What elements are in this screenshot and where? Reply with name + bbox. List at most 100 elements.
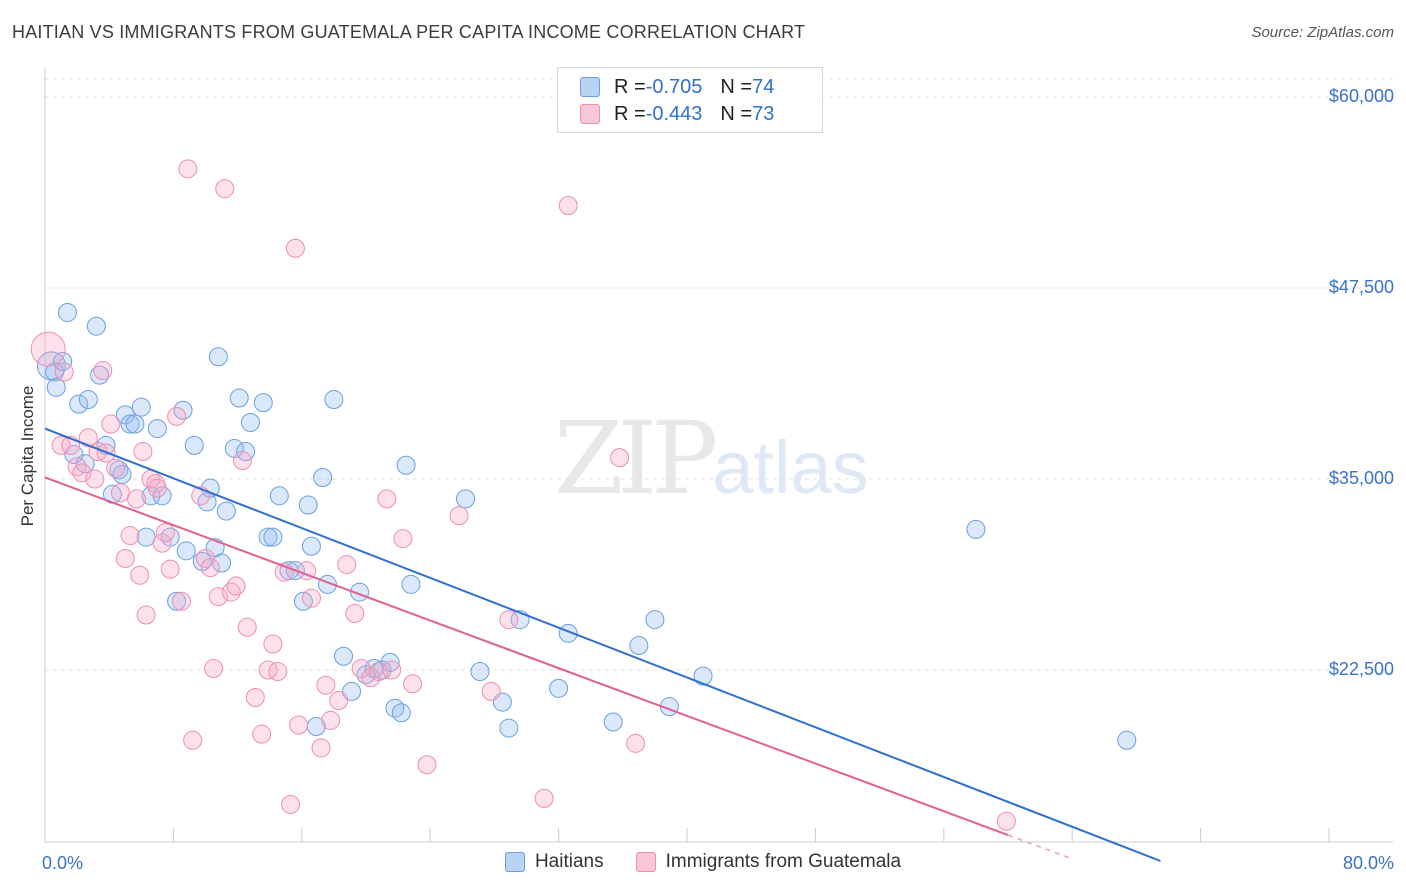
guatemala-point <box>534 788 554 808</box>
guatemala-point <box>377 489 397 509</box>
guatemala-point <box>136 605 156 625</box>
axes <box>44 68 1393 843</box>
haitians-point <box>125 414 145 434</box>
legend-item-haitians[interactable]: Haitians <box>504 851 604 873</box>
guatemala-point <box>120 526 140 546</box>
x-axis-min-label: 0.0% <box>42 853 84 873</box>
guatemala-point <box>316 675 336 695</box>
haitians-point <box>253 393 273 413</box>
guatemala-point <box>481 681 501 701</box>
guatemala-point <box>382 660 402 680</box>
haitians-point <box>131 397 151 417</box>
guatemala-point <box>289 715 309 735</box>
haitians-trend-line <box>44 427 1161 862</box>
y-tick-label: $22,500 <box>1328 659 1394 679</box>
guatemala-point <box>155 522 175 542</box>
guatemala-point <box>237 617 257 637</box>
guatemala-point <box>215 179 235 199</box>
y-axis-title: Per Capita Income <box>18 385 37 527</box>
haitians-point <box>147 419 167 439</box>
haitians-point <box>549 678 569 698</box>
haitians-point <box>120 414 140 434</box>
guatemala-point <box>281 794 301 814</box>
guatemala-point <box>208 587 228 607</box>
haitians-point <box>167 591 187 611</box>
haitians-point <box>693 666 713 686</box>
haitians-point <box>240 412 260 432</box>
haitians-point <box>212 553 232 573</box>
guatemala-point <box>160 559 180 579</box>
guatemala-point <box>626 733 646 753</box>
guatemala-point <box>152 533 172 553</box>
guatemala-point <box>252 724 272 744</box>
haitians-point <box>603 712 623 732</box>
legend-swatch-pink <box>580 104 600 124</box>
chart-source: Source: ZipAtlas.com <box>1251 24 1394 41</box>
haitians-point <box>456 489 476 509</box>
legend-n-label: N = <box>720 75 753 98</box>
legend-label-haitians: Haitians <box>534 851 604 872</box>
y-tick-label: $60,000 <box>1328 86 1394 106</box>
guatemala-point <box>996 811 1016 831</box>
haitians-point <box>966 519 986 539</box>
legend-n-value: 73 <box>752 102 775 125</box>
guatemala-point <box>245 688 265 708</box>
haitians-point <box>229 388 249 408</box>
guatemala-point <box>147 478 167 498</box>
trend-lines <box>44 427 1161 862</box>
haitians-point <box>46 377 66 397</box>
haitians-point <box>263 527 283 547</box>
y-tick-label: $47,500 <box>1328 277 1394 297</box>
guatemala-point <box>126 489 146 509</box>
haitians-point <box>1117 730 1137 750</box>
guatemala-points <box>30 159 1016 831</box>
haitians-point <box>629 636 649 656</box>
haitians-point <box>645 610 665 630</box>
legend-label-guatemala: Immigrants from Guatemala <box>665 851 902 872</box>
guatemala-point <box>499 610 519 630</box>
guatemala-point <box>85 469 105 489</box>
guatemala-point <box>78 428 98 448</box>
legend-r-value: -0.705 <box>645 75 703 98</box>
guatemala-point <box>130 565 150 585</box>
legend-row-haitians: R = -0.705 N = 74 <box>580 74 774 100</box>
haitians-point <box>208 347 228 367</box>
haitians-point <box>313 467 333 487</box>
haitians-point <box>176 541 196 561</box>
haitians-point <box>69 394 89 414</box>
x-axis-max-label: 80.0% <box>1342 853 1394 873</box>
guatemala-trend-line <box>44 476 1009 836</box>
stats-legend: R = -0.705 N = 74 R = -0.443 N = 73 <box>557 67 823 133</box>
haitians-point <box>324 390 344 410</box>
guatemala-point <box>345 603 365 623</box>
guatemala-point <box>178 159 198 179</box>
guatemala-point <box>268 662 288 682</box>
watermark-atlas: atlas <box>712 426 869 509</box>
guatemala-point <box>393 529 413 549</box>
guatemala-point <box>311 738 331 758</box>
haitians-point <box>391 703 411 723</box>
haitians-point <box>57 302 77 322</box>
watermark: ZIPatlas <box>554 400 869 517</box>
guatemala-point <box>449 506 469 526</box>
guatemala-point <box>183 730 203 750</box>
guatemala-point <box>204 658 224 678</box>
guatemala-point <box>558 195 578 215</box>
legend-swatch-blue <box>504 852 525 872</box>
haitians-point <box>136 527 156 547</box>
guatemala-point <box>110 483 130 503</box>
guatemala-point <box>263 634 283 654</box>
legend-r-label: R = <box>614 102 646 125</box>
guatemala-point <box>321 710 341 730</box>
guatemala-point <box>171 591 191 611</box>
guatemala-point <box>51 435 71 455</box>
legend-item-guatemala[interactable]: Immigrants from Guatemala <box>635 851 902 873</box>
guatemala-point <box>200 558 220 578</box>
guatemala-point <box>610 448 630 468</box>
guatemala-trend-extension <box>1007 834 1073 860</box>
guatemala-point <box>232 451 252 471</box>
guatemala-point <box>301 588 321 608</box>
legend-swatch-blue <box>580 77 600 97</box>
guatemala-point <box>337 555 357 575</box>
